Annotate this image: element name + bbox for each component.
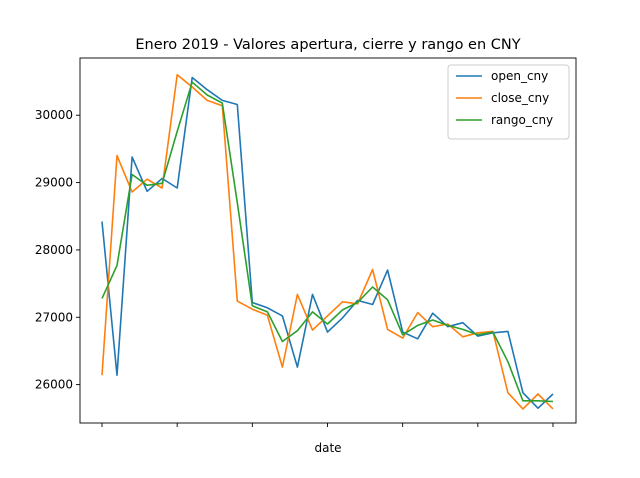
series-line-open_cny bbox=[101, 76, 554, 410]
legend-label-open_cny: open_cny bbox=[491, 69, 548, 83]
y-tick-label: 28000 bbox=[35, 243, 73, 257]
y-tick-label: 29000 bbox=[35, 176, 73, 190]
x-axis-label: date bbox=[314, 441, 341, 455]
series-line-close_cny bbox=[101, 74, 554, 410]
y-tick-label: 27000 bbox=[35, 310, 73, 324]
x-axis bbox=[101, 423, 554, 427]
series-line-rango_cny bbox=[101, 81, 554, 403]
plot-frame bbox=[79, 57, 577, 424]
y-axis: 26000 27000 28000 29000 30000 bbox=[35, 108, 80, 392]
legend: open_cny close_cny rango_cny bbox=[447, 64, 570, 140]
plot-area bbox=[79, 57, 577, 424]
chart-title: Enero 2019 - Valores apertura, cierre y … bbox=[135, 37, 520, 53]
y-tick-label: 30000 bbox=[35, 108, 73, 122]
legend-label-rango_cny: rango_cny bbox=[491, 113, 553, 127]
y-tick-label: 26000 bbox=[35, 378, 73, 392]
legend-label-close_cny: close_cny bbox=[491, 91, 549, 105]
